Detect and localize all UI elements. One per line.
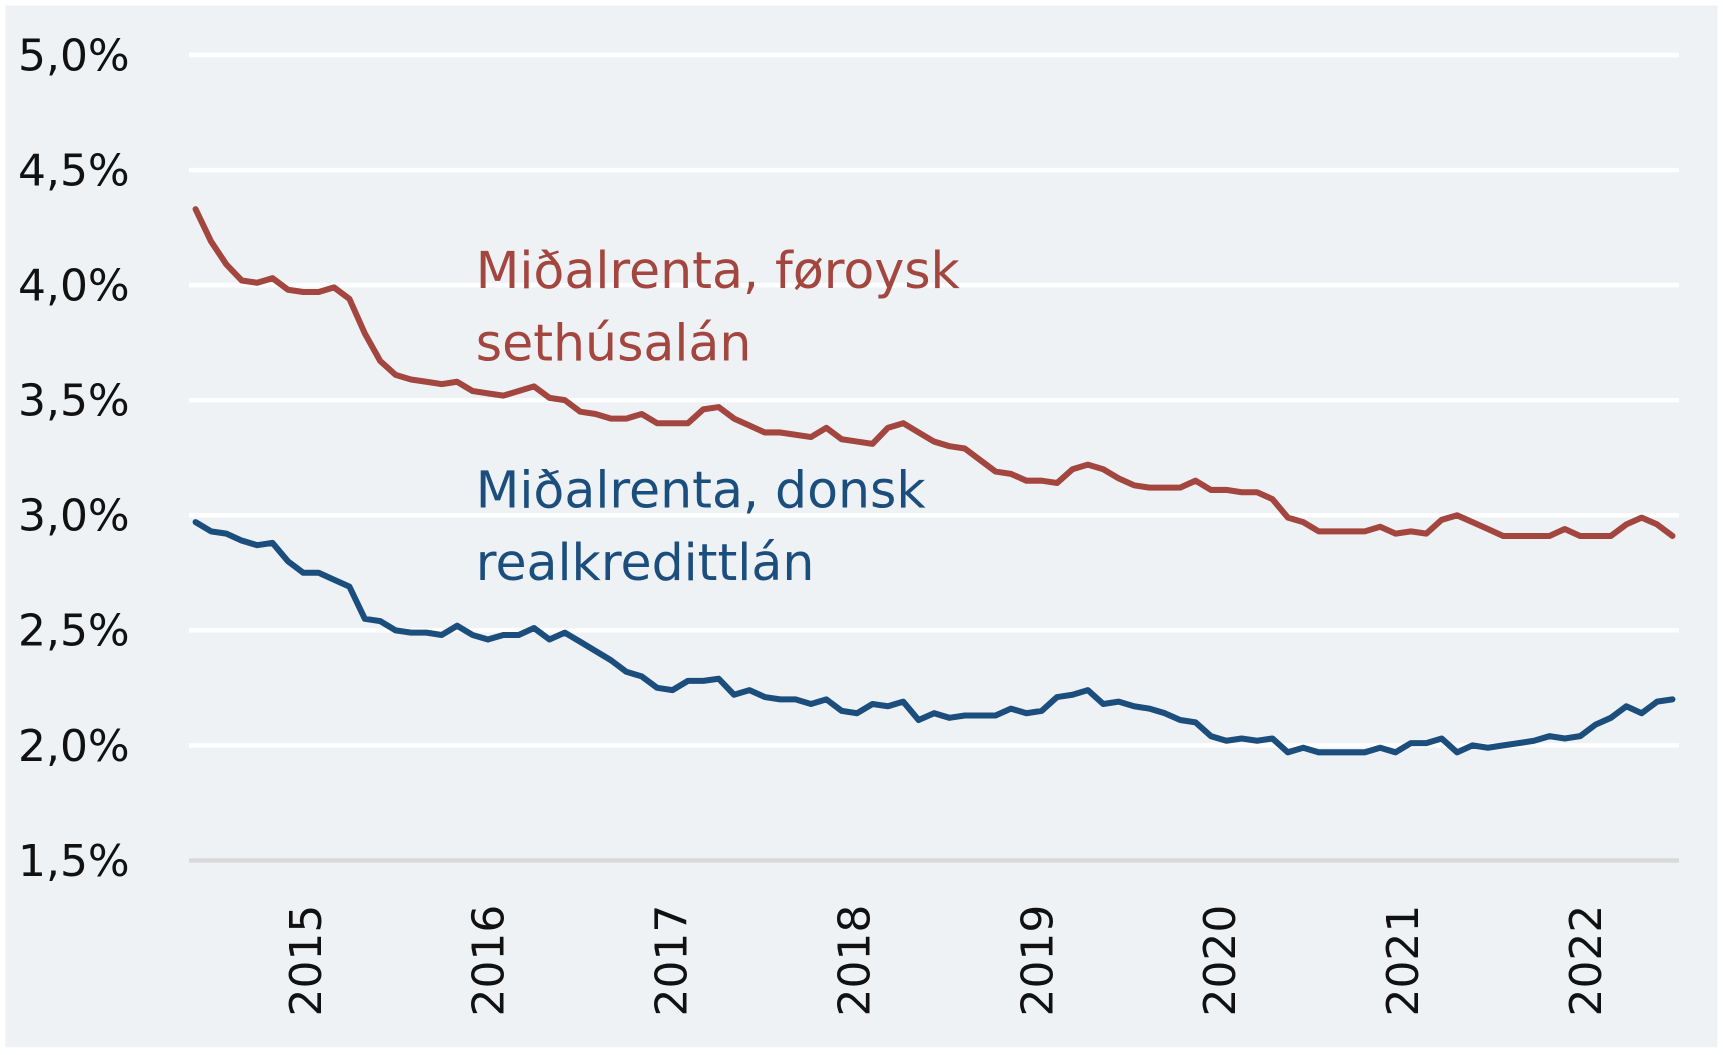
plot-background (5, 5, 1718, 1048)
series-line-faroese (192, 206, 1676, 539)
x-tick-label: 2015 (281, 905, 332, 1017)
series-label: sethúsalán (476, 313, 752, 372)
y-tick-label: 3,5% (18, 376, 130, 427)
x-tick-label: 2018 (829, 905, 880, 1017)
y-tick-label: 2,5% (18, 606, 130, 657)
x-tick-label: 2020 (1195, 905, 1246, 1017)
x-tick-label: 2022 (1561, 905, 1612, 1017)
y-tick-label: 4,5% (18, 145, 130, 196)
y-tick-label: 4,0% (18, 261, 130, 312)
x-tick-label: 2017 (647, 905, 698, 1017)
y-tick-label: 2,0% (18, 721, 130, 772)
x-tick-label: 2016 (464, 905, 515, 1017)
x-tick-label: 2019 (1012, 905, 1063, 1017)
series-line-danish (192, 519, 1676, 756)
y-tick-label: 5,0% (18, 30, 130, 81)
series-label: Miðalrenta, føroysk (476, 241, 961, 300)
series-label: realkredittlán (476, 533, 815, 592)
x-tick-label: 2021 (1378, 905, 1429, 1017)
y-tick-label: 1,5% (18, 836, 130, 887)
series-label: Miðalrenta, donsk (476, 461, 927, 520)
y-tick-label: 3,0% (18, 491, 130, 542)
